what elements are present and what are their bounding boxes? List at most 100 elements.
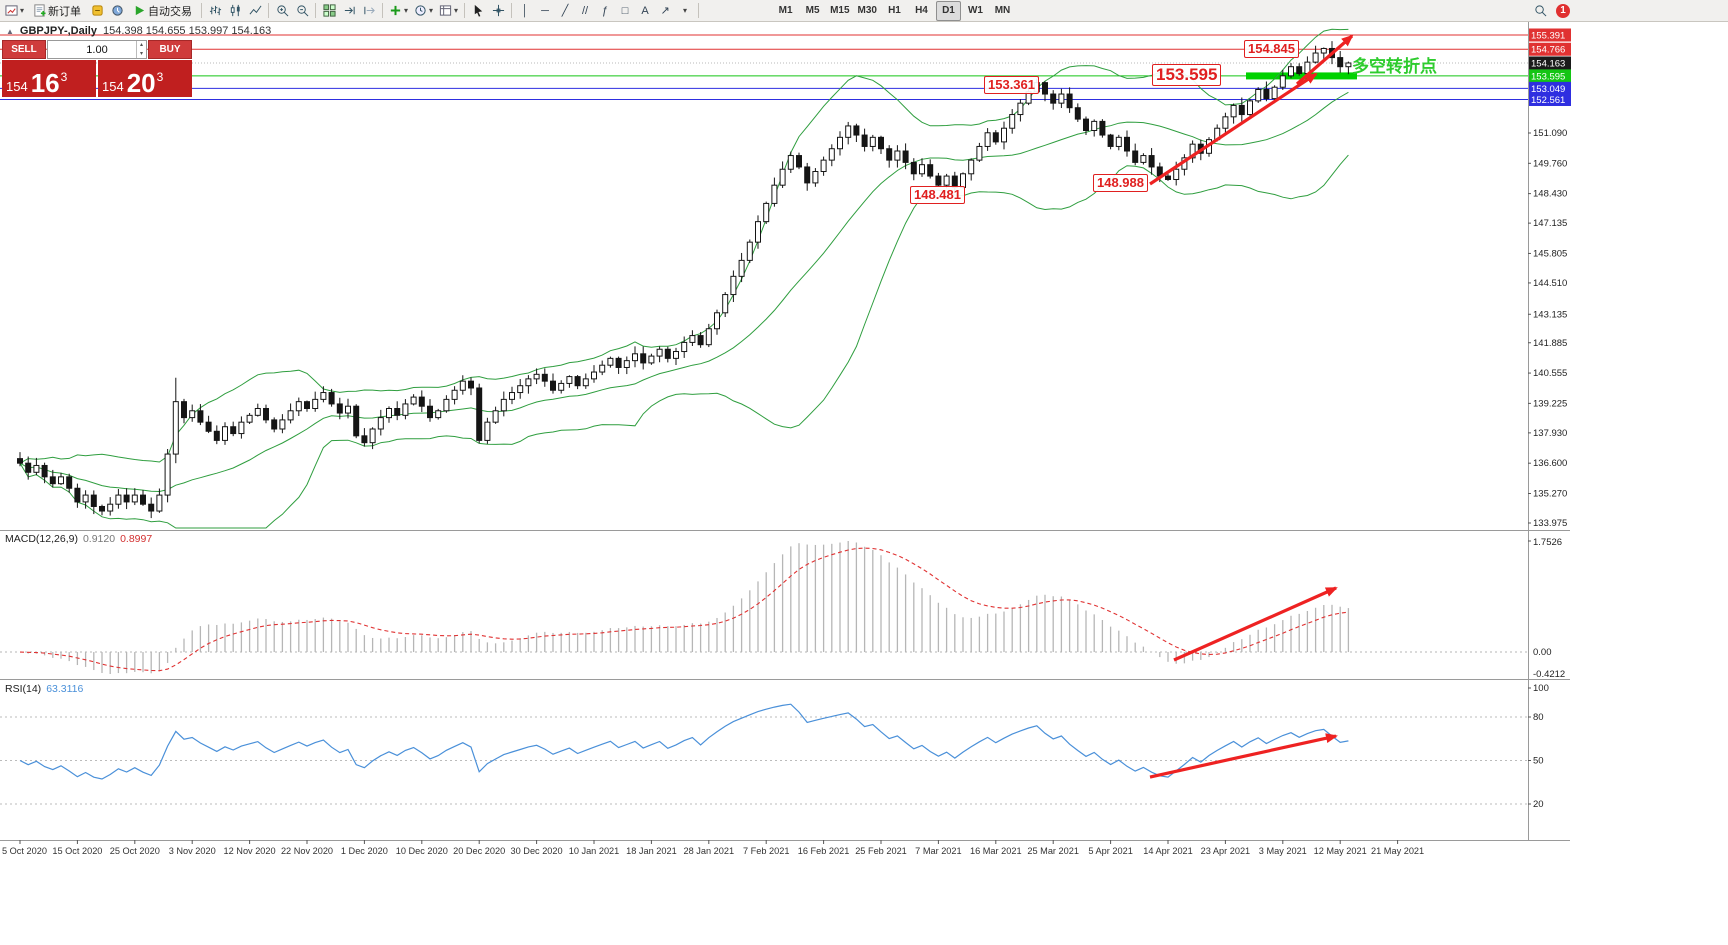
add-indicator-icon bbox=[389, 4, 402, 17]
chevron-down-icon: ▾ bbox=[429, 6, 434, 15]
new-order-label: 新订单 bbox=[48, 5, 82, 18]
buy-price-pips: 20 bbox=[126, 68, 156, 98]
metaeditor-button[interactable] bbox=[87, 1, 107, 21]
vertical-line-tool[interactable]: │ bbox=[515, 1, 535, 21]
svg-text:154.163: 154.163 bbox=[1531, 58, 1565, 69]
svg-text:135.270: 135.270 bbox=[1533, 488, 1567, 499]
svg-text:28 Jan 2021: 28 Jan 2021 bbox=[684, 846, 735, 856]
svg-text:80: 80 bbox=[1533, 712, 1544, 723]
buy-price-pipette: 3 bbox=[156, 70, 164, 84]
indicators-button[interactable]: ▾ bbox=[386, 1, 411, 21]
volume-input[interactable]: 1.00 ▴ ▾ bbox=[47, 40, 147, 59]
line-chart-button[interactable] bbox=[245, 1, 265, 21]
chart-note-annotation[interactable]: 多空转折点 bbox=[1352, 57, 1437, 76]
chart-symbol-header: ▲ GBPJPY-,Daily 154.398 154.655 153.997 … bbox=[6, 25, 271, 37]
templates-button[interactable]: ▾ bbox=[436, 1, 461, 21]
chevron-down-icon: ▾ bbox=[683, 6, 688, 15]
svg-text:-0.4212: -0.4212 bbox=[1533, 669, 1565, 680]
timeframe-m1-button[interactable]: M1 bbox=[773, 1, 798, 21]
timeframe-w1-button[interactable]: W1 bbox=[963, 1, 988, 21]
svg-text:152.561: 152.561 bbox=[1531, 95, 1565, 106]
fibonacci-tool[interactable]: ƒ bbox=[595, 1, 615, 21]
svg-text:16 Feb 2021: 16 Feb 2021 bbox=[798, 846, 850, 856]
auto-scroll-button[interactable] bbox=[339, 1, 359, 21]
timeframe-toolbar: M1 M5 M15 M30 H1 H4 D1 W1 MN bbox=[772, 0, 1016, 21]
price-annotation[interactable]: 154.845 bbox=[1244, 40, 1299, 58]
zoom-out-button[interactable] bbox=[292, 1, 312, 21]
new-order-button[interactable]: 新订单 bbox=[27, 1, 87, 21]
svg-text:143.135: 143.135 bbox=[1533, 309, 1567, 320]
svg-text:10 Jan 2021: 10 Jan 2021 bbox=[569, 846, 620, 856]
text-tool[interactable]: A bbox=[635, 1, 655, 21]
timeframe-m5-button[interactable]: M5 bbox=[800, 1, 825, 21]
trade-panel-prices: 154 16 3 154 20 3 bbox=[2, 60, 192, 97]
svg-text:140.555: 140.555 bbox=[1533, 368, 1567, 379]
svg-text:20 Dec 2020: 20 Dec 2020 bbox=[453, 846, 505, 856]
svg-text:145.805: 145.805 bbox=[1533, 248, 1567, 259]
auto-trading-label: 自动交易 bbox=[148, 5, 193, 18]
timeframe-m15-button[interactable]: M15 bbox=[827, 1, 852, 21]
timeframe-h4-button[interactable]: H4 bbox=[909, 1, 934, 21]
svg-text:133.975: 133.975 bbox=[1533, 518, 1567, 529]
search-icon bbox=[1534, 4, 1547, 17]
candlestick-chart-button[interactable] bbox=[225, 1, 245, 21]
tile-windows-button[interactable] bbox=[319, 1, 339, 21]
volume-value: 1.00 bbox=[86, 43, 108, 56]
notification-badge[interactable]: 1 bbox=[1556, 3, 1570, 18]
periods-button[interactable]: ▾ bbox=[411, 1, 436, 21]
svg-text:18 Jan 2021: 18 Jan 2021 bbox=[626, 846, 677, 856]
volume-increase-button[interactable]: ▴ bbox=[139, 42, 143, 49]
price-annotation[interactable]: 153.595 bbox=[1152, 64, 1222, 87]
rsi-value: 63.3116 bbox=[46, 683, 84, 695]
sell-button[interactable]: SELL bbox=[2, 40, 46, 59]
svg-text:23 Apr 2021: 23 Apr 2021 bbox=[1201, 846, 1251, 856]
volume-decrease-button[interactable]: ▾ bbox=[139, 50, 143, 57]
svg-text:30 Dec 2020: 30 Dec 2020 bbox=[511, 846, 563, 856]
zoom-in-button[interactable] bbox=[272, 1, 292, 21]
svg-text:155.391: 155.391 bbox=[1531, 31, 1565, 42]
crosshair-button[interactable] bbox=[488, 1, 508, 21]
svg-text:7 Feb 2021: 7 Feb 2021 bbox=[743, 846, 790, 856]
svg-text:139.225: 139.225 bbox=[1533, 398, 1567, 409]
rsi-name: RSI(14) bbox=[5, 683, 42, 695]
rsi-indicator-label: RSI(14) 63.3116 bbox=[5, 683, 83, 695]
market-watch-icon bbox=[111, 4, 124, 17]
sell-price-display[interactable]: 154 16 3 bbox=[2, 60, 96, 97]
arrow-tool[interactable]: ↗ bbox=[655, 1, 675, 21]
more-tools-button[interactable]: ▾ bbox=[675, 1, 695, 21]
channel-tool[interactable]: // bbox=[575, 1, 595, 21]
timeframe-d1-button[interactable]: D1 bbox=[935, 0, 961, 21]
svg-text:100: 100 bbox=[1533, 683, 1549, 694]
bar-chart-button[interactable] bbox=[205, 1, 225, 21]
search-button[interactable] bbox=[1530, 1, 1550, 21]
svg-text:141.885: 141.885 bbox=[1533, 338, 1567, 349]
horizontal-line-tool[interactable]: ─ bbox=[535, 1, 555, 21]
price-annotation[interactable]: 153.361 bbox=[984, 76, 1039, 94]
trendline-tool[interactable]: ╱ bbox=[555, 1, 575, 21]
new-chart-button[interactable]: ▾ bbox=[2, 1, 27, 21]
chart-shift-button[interactable] bbox=[359, 1, 379, 21]
sell-price-pipette: 3 bbox=[60, 70, 68, 84]
svg-text:25 Feb 2021: 25 Feb 2021 bbox=[855, 846, 907, 856]
buy-button[interactable]: BUY bbox=[148, 40, 192, 59]
svg-text:20: 20 bbox=[1533, 799, 1544, 810]
timeframe-m30-button[interactable]: M30 bbox=[855, 1, 880, 21]
market-watch-button[interactable] bbox=[107, 1, 127, 21]
timeframe-mn-button[interactable]: MN bbox=[990, 1, 1015, 21]
bar-chart-icon bbox=[209, 4, 222, 17]
macd-name: MACD(12,26,9) bbox=[5, 533, 78, 545]
price-annotation[interactable]: 148.988 bbox=[1093, 174, 1148, 192]
macd-indicator-label: MACD(12,26,9) 0.9120 0.8997 bbox=[5, 533, 152, 545]
price-annotation[interactable]: 148.481 bbox=[910, 186, 965, 204]
auto-trading-button[interactable]: 自动交易 bbox=[127, 1, 198, 21]
svg-text:136.600: 136.600 bbox=[1533, 458, 1567, 469]
toolbar-right-group: 1 bbox=[1530, 1, 1570, 21]
one-click-collapse-icon[interactable]: ▲ bbox=[6, 26, 14, 36]
buy-price-display[interactable]: 154 20 3 bbox=[98, 60, 192, 97]
shapes-tool[interactable]: □ bbox=[615, 1, 635, 21]
cursor-button[interactable] bbox=[468, 1, 488, 21]
svg-text:15 Oct 2020: 15 Oct 2020 bbox=[52, 846, 102, 856]
timeframe-h1-button[interactable]: H1 bbox=[882, 1, 907, 21]
